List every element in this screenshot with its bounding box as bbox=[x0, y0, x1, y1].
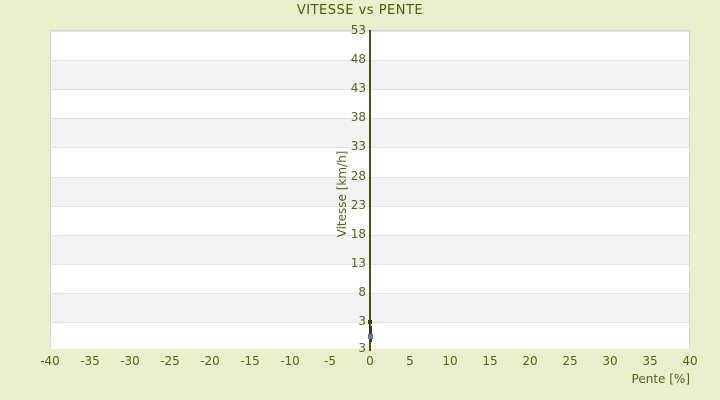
x-axis-title: Pente [%] bbox=[631, 372, 690, 386]
data-point bbox=[368, 325, 372, 329]
x-tick-label: 5 bbox=[406, 354, 414, 368]
y-tick-label: 3 bbox=[358, 314, 366, 329]
x-tick-label: -35 bbox=[80, 354, 100, 368]
x-tick-label: -15 bbox=[240, 354, 260, 368]
x-tick-label: -20 bbox=[200, 354, 220, 368]
y-tick-label: 38 bbox=[350, 110, 366, 125]
x-tick-label: 15 bbox=[482, 354, 498, 368]
data-point bbox=[368, 338, 372, 342]
x-tick-label: 40 bbox=[682, 354, 698, 368]
x-tick-label: 10 bbox=[442, 354, 458, 368]
x-tick-label: 30 bbox=[602, 354, 618, 368]
y-tick-label: 28 bbox=[350, 168, 366, 183]
y-tick-label: 43 bbox=[350, 81, 366, 96]
y-tick-label: 23 bbox=[350, 197, 366, 212]
zero-axis-line bbox=[369, 30, 371, 351]
x-tick-label: 20 bbox=[522, 354, 538, 368]
data-point bbox=[368, 320, 372, 325]
chart-title: VITESSE vs PENTE bbox=[296, 3, 424, 18]
data-point bbox=[368, 331, 372, 335]
x-tick-label: 25 bbox=[562, 354, 578, 368]
y-tick-label: 8 bbox=[358, 285, 366, 300]
y-tick-label: 13 bbox=[350, 255, 366, 270]
y-tick-label: 3 bbox=[358, 341, 366, 355]
y-tick-label: 48 bbox=[350, 52, 366, 67]
x-tick-label: -30 bbox=[120, 354, 140, 368]
x-tick-label: -10 bbox=[280, 354, 300, 368]
y-axis-title: Vitesse [km/h] bbox=[335, 150, 349, 238]
y-tick-label: 33 bbox=[350, 139, 366, 154]
highlighted-data-point bbox=[367, 334, 373, 340]
data-point bbox=[368, 328, 372, 332]
y-tick-label: 18 bbox=[350, 226, 366, 241]
y-tick-label: 53 bbox=[350, 23, 366, 37]
x-tick-label: -40 bbox=[40, 354, 60, 368]
x-tick-label: 35 bbox=[642, 354, 658, 368]
x-tick-label: 0 bbox=[366, 354, 374, 368]
x-tick-label: -5 bbox=[324, 354, 336, 368]
x-tick-label: -25 bbox=[160, 354, 180, 368]
